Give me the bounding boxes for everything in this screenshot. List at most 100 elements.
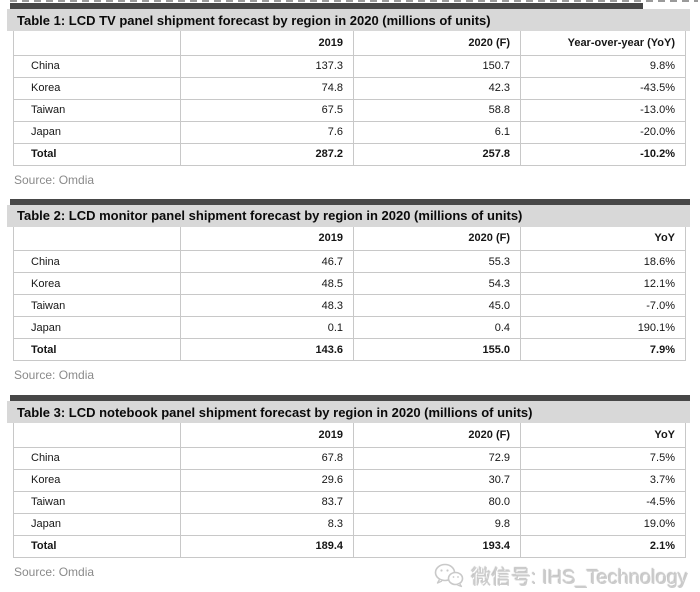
- table-3: 2019 2020 (F) YoY China 67.8 72.9 7.5% K…: [13, 423, 686, 558]
- table-row-taiwan: Taiwan 67.5 58.8 -13.0%: [13, 98, 686, 122]
- table-2: 2019 2020 (F) YoY China 46.7 55.3 18.6% …: [13, 226, 686, 361]
- value-2020f: 45.0: [353, 294, 521, 317]
- table-row-taiwan: Taiwan 83.7 80.0 -4.5%: [13, 490, 686, 514]
- table-3-section: Table 3: LCD notebook panel shipment for…: [0, 395, 700, 580]
- table-1-title: Table 1: LCD TV panel shipment forecast …: [17, 12, 491, 28]
- value-2020f: 30.7: [353, 468, 521, 492]
- value-yoy: -20.0%: [520, 120, 686, 144]
- region-cell: Japan: [13, 316, 181, 339]
- table-row-korea: Korea 74.8 42.3 -43.5%: [13, 76, 686, 100]
- region-cell: Total: [13, 338, 181, 361]
- region-cell: Total: [13, 534, 181, 558]
- region-cell: China: [13, 446, 181, 470]
- table-row-china: China 46.7 55.3 18.6%: [13, 250, 686, 273]
- value-2019: 143.6: [180, 338, 354, 361]
- table-row-japan: Japan 0.1 0.4 190.1%: [13, 316, 686, 339]
- value-yoy: 12.1%: [520, 272, 686, 295]
- value-2019: 74.8: [180, 76, 354, 100]
- source-note: Source: Omdia: [14, 564, 95, 579]
- table-row-korea: Korea 29.6 30.7 3.7%: [13, 468, 686, 492]
- value-2019: 8.3: [180, 512, 354, 536]
- value-yoy: -10.2%: [520, 142, 686, 166]
- value-yoy: 3.7%: [520, 468, 686, 492]
- value-2020f: 42.3: [353, 76, 521, 100]
- value-2019: 7.6: [180, 120, 354, 144]
- value-2019: 83.7: [180, 490, 354, 514]
- value-yoy: -43.5%: [520, 76, 686, 100]
- table-3-title-bar: Table 3: LCD notebook panel shipment for…: [7, 401, 690, 423]
- table-2-top-border: [10, 198, 690, 205]
- table-row-total: Total 189.4 193.4 2.1%: [13, 534, 686, 558]
- value-2019: 287.2: [180, 142, 354, 166]
- region-cell: Taiwan: [13, 98, 181, 122]
- table-2-title-bar: Table 2: LCD monitor panel shipment fore…: [7, 204, 690, 227]
- table-row-total: Total 143.6 155.0 7.9%: [13, 338, 686, 361]
- table-row-korea: Korea 48.5 54.3 12.1%: [13, 272, 686, 295]
- table-1-title-bar: Table 1: LCD TV panel shipment forecast …: [7, 9, 690, 31]
- page-top-divider: [10, 0, 698, 2]
- column-header-yoy: YoY: [520, 226, 686, 251]
- value-2020f: 0.4: [353, 316, 521, 339]
- table-3-title: Table 3: LCD notebook panel shipment for…: [17, 404, 533, 420]
- value-yoy: 19.0%: [520, 512, 686, 536]
- table-3-header-row: 2019 2020 (F) YoY: [13, 423, 686, 448]
- table-row-china: China 137.3 150.7 9.8%: [13, 54, 686, 78]
- value-2019: 48.5: [180, 272, 354, 295]
- value-2019: 67.5: [180, 98, 354, 122]
- value-yoy: 18.6%: [520, 250, 686, 273]
- value-yoy: 9.8%: [520, 54, 686, 78]
- value-2020f: 72.9: [353, 446, 521, 470]
- table-1-section: Table 1: LCD TV panel shipment forecast …: [0, 0, 700, 188]
- table-1: 2019 2020 (F) Year-over-year (YoY) China…: [13, 31, 686, 166]
- value-2019: 48.3: [180, 294, 354, 317]
- region-cell: Taiwan: [13, 490, 181, 514]
- value-2019: 46.7: [180, 250, 354, 273]
- column-header-2019: 2019: [180, 226, 354, 251]
- table-2-header-row: 2019 2020 (F) YoY: [13, 226, 686, 251]
- region-cell: China: [13, 54, 181, 78]
- column-header-region: [13, 423, 181, 448]
- value-2020f: 80.0: [353, 490, 521, 514]
- value-yoy: -13.0%: [520, 98, 686, 122]
- value-2020f: 155.0: [353, 338, 521, 361]
- table-2-section: Table 2: LCD monitor panel shipment fore…: [0, 198, 700, 384]
- region-cell: Total: [13, 142, 181, 166]
- region-cell: China: [13, 250, 181, 273]
- table-row-taiwan: Taiwan 48.3 45.0 -7.0%: [13, 294, 686, 317]
- region-cell: Korea: [13, 76, 181, 100]
- region-cell: Japan: [13, 512, 181, 536]
- column-header-2020f: 2020 (F): [353, 226, 521, 251]
- source-note: Source: Omdia: [14, 368, 95, 382]
- value-yoy: 7.5%: [520, 446, 686, 470]
- table-row-china: China 67.8 72.9 7.5%: [13, 446, 686, 470]
- column-header-region: [13, 226, 181, 251]
- value-2019: 67.8: [180, 446, 354, 470]
- region-cell: Korea: [13, 468, 181, 492]
- column-header-2019: 2019: [180, 31, 354, 56]
- column-header-2020f: 2020 (F): [353, 423, 521, 448]
- table-3-top-border: [10, 395, 690, 401]
- column-header-2019: 2019: [180, 423, 354, 448]
- source-note: Source: Omdia: [14, 172, 95, 187]
- value-2019: 137.3: [180, 54, 354, 78]
- value-2020f: 58.8: [353, 98, 521, 122]
- value-yoy: -7.0%: [520, 294, 686, 317]
- value-yoy: 7.9%: [520, 338, 686, 361]
- region-cell: Japan: [13, 120, 181, 144]
- value-2019: 0.1: [180, 316, 354, 339]
- column-header-region: [13, 31, 181, 56]
- region-cell: Korea: [13, 272, 181, 295]
- value-yoy: 2.1%: [520, 534, 686, 558]
- table-row-japan: Japan 7.6 6.1 -20.0%: [13, 120, 686, 144]
- table-row-japan: Japan 8.3 9.8 19.0%: [13, 512, 686, 536]
- table-1-top-border: [10, 3, 643, 9]
- value-yoy: 190.1%: [520, 316, 686, 339]
- value-2019: 29.6: [180, 468, 354, 492]
- value-2019: 189.4: [180, 534, 354, 558]
- value-yoy: -4.5%: [520, 490, 686, 514]
- column-header-2020f: 2020 (F): [353, 31, 521, 56]
- region-cell: Taiwan: [13, 294, 181, 317]
- table-row-total: Total 287.2 257.8 -10.2%: [13, 142, 686, 166]
- value-2020f: 6.1: [353, 120, 521, 144]
